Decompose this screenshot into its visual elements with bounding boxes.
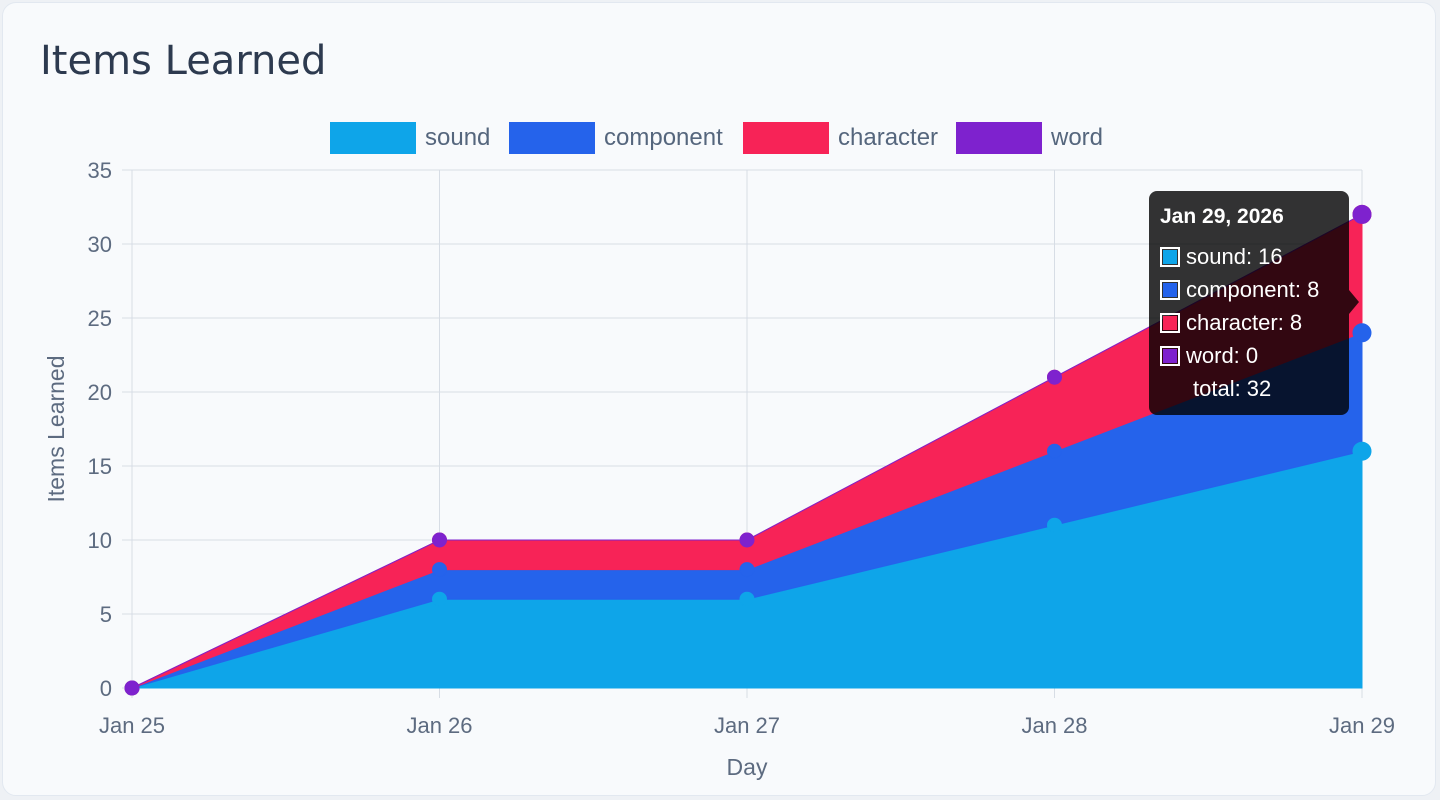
y-tick-label: 20 <box>88 380 112 405</box>
tooltip-color-box-component <box>1160 280 1180 300</box>
legend-item-word[interactable]: word <box>956 120 1103 156</box>
tooltip-title: Jan 29, 2026 <box>1160 205 1284 228</box>
y-tick-label: 5 <box>100 602 112 627</box>
legend-item-character[interactable]: character <box>743 120 938 156</box>
point-sound <box>1047 517 1062 533</box>
point-sound <box>739 591 755 607</box>
x-tick-label: Jan 29 <box>1329 713 1395 738</box>
legend-swatch-sound <box>330 122 416 154</box>
tooltip-caret <box>1349 290 1359 314</box>
x-tick-label: Jan 26 <box>406 713 472 738</box>
y-tick-label: 30 <box>88 232 112 257</box>
tooltip-text-word: word: 0 <box>1186 343 1259 368</box>
point-word <box>1352 204 1372 224</box>
legend-label-sound: sound <box>425 124 491 151</box>
legend-item-component[interactable]: component <box>509 120 723 156</box>
tooltip-row-character: character: 8 <box>1160 310 1302 336</box>
tooltip-text-sound: sound: 16 <box>1186 244 1283 269</box>
point-component <box>432 562 447 578</box>
y-axis-title: Items Learned <box>43 355 69 502</box>
point-word <box>124 680 140 696</box>
tooltip-color-box-sound <box>1160 247 1180 267</box>
chart-title: Items Learned <box>40 38 327 84</box>
x-tick-label: Jan 25 <box>99 713 165 738</box>
tooltip-footer: total: 32 <box>1193 376 1272 401</box>
tooltip-color-box-character <box>1160 313 1180 333</box>
legend-label-component: component <box>604 124 723 151</box>
tooltip-text-character: character: 8 <box>1186 310 1303 335</box>
x-tick-label: Jan 27 <box>714 713 780 738</box>
point-component <box>1047 443 1062 459</box>
x-axis-title: Day <box>727 754 768 780</box>
tooltip-color-box-word <box>1160 346 1180 366</box>
y-tick-label: 35 <box>88 158 112 183</box>
y-tick-label: 15 <box>88 454 112 479</box>
point-word <box>432 532 447 548</box>
chart-axes: 0 5 10 15 20 25 30 35 Jan 25 Jan 26 Jan 27 Jan 28 Ja… <box>88 158 1396 738</box>
tooltip-row-sound: sound: 16 <box>1160 244 1283 270</box>
legend-swatch-component <box>509 122 595 154</box>
tooltip-row-component: component: 8 <box>1160 277 1319 303</box>
x-tick-label: Jan 28 <box>1021 713 1087 738</box>
legend-item-sound[interactable]: sound <box>330 120 490 156</box>
point-component <box>1352 323 1372 343</box>
y-tick-label: 25 <box>88 306 112 331</box>
chart-points <box>124 204 1372 696</box>
legend-swatch-character <box>743 122 829 154</box>
legend-label-word: word <box>1051 124 1104 151</box>
point-sound <box>432 591 447 607</box>
chart-tooltip: Jan 29, 2026 sound: 16 component: 8 char… <box>1149 191 1349 415</box>
point-component <box>739 562 755 578</box>
y-tick-label: 10 <box>88 528 112 553</box>
legend-label-character: character <box>838 124 939 151</box>
tooltip-text-component: component: 8 <box>1186 277 1320 302</box>
y-tick-label: 0 <box>100 676 112 701</box>
legend-swatch-word <box>956 122 1042 154</box>
point-word <box>1047 369 1062 385</box>
tooltip-row-word: word: 0 <box>1160 343 1258 369</box>
point-word <box>739 532 755 548</box>
chart-legend: sound component character word <box>0 120 1440 156</box>
point-sound <box>1352 441 1372 461</box>
